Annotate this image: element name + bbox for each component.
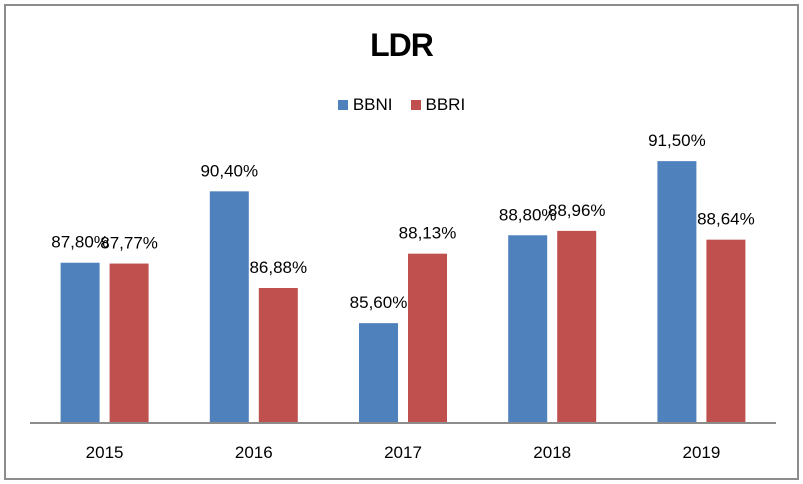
x-tick-label-2018: 2018 [533, 443, 571, 462]
legend-label-bbri: BBRI [425, 95, 466, 114]
bar-bbni-2018 [508, 235, 548, 422]
x-tick-label-2019: 2019 [682, 443, 720, 462]
data-label-bbni-2018: 88,80% [499, 205, 557, 224]
data-label-bbri-2018: 88,96% [548, 201, 606, 220]
x-tick-label-2017: 2017 [384, 443, 422, 462]
bar-bbni-2019 [657, 161, 697, 422]
bar-bbri-2017 [408, 253, 447, 422]
x-tick-label-2016: 2016 [235, 443, 273, 462]
legend-swatch-bbri [410, 100, 421, 110]
legend: BBNI BBRI [0, 95, 803, 115]
legend-swatch-bbni [337, 100, 348, 110]
bars-group [60, 161, 746, 422]
data-label-bbni-2017: 85,60% [350, 293, 408, 312]
data-label-bbri-2016: 86,88% [249, 258, 307, 277]
data-label-bbni-2015: 87,80% [51, 233, 109, 252]
data-label-bbri-2017: 88,13% [399, 224, 457, 243]
legend-item-bbri: BBRI [410, 95, 466, 115]
legend-label-bbni: BBNI [352, 95, 393, 114]
data-labels-group: 87,80%87,77% 90,40% 86,88% 85,60% 88,13% 88,8… [51, 131, 754, 312]
bar-bbri-2016 [258, 287, 298, 422]
data-label-bbni-2019: 91,50% [648, 131, 706, 150]
x-tick-labels-group: 2015 2016 2017 2018 2019 [86, 443, 721, 462]
x-tick-label-2015: 2015 [86, 443, 124, 462]
bar-bbri-2018 [557, 230, 597, 422]
bar-bbni-2016 [209, 191, 249, 422]
legend-item-bbni: BBNI [337, 95, 393, 115]
bar-bbri-2019 [706, 239, 746, 422]
bar-bbni-2017 [359, 323, 398, 422]
data-label-bbri-2019: 88,64% [697, 210, 755, 229]
data-label-bbni-2016: 90,40% [200, 161, 258, 180]
data-label-bbri-2015: 87,77% [100, 234, 158, 253]
bar-bbni-2015 [60, 262, 100, 422]
chart-title: LDR [370, 27, 434, 63]
bar-bbri-2015 [109, 263, 149, 422]
